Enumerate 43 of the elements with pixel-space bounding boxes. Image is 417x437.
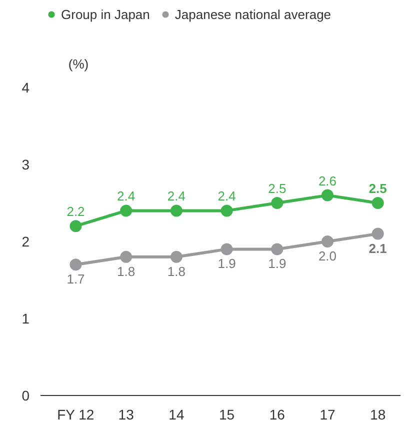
x-tick-label: 13 [118, 406, 134, 422]
x-tick-label: 15 [219, 406, 235, 422]
data-label: 2.6 [318, 173, 337, 188]
legend-label: Japanese national average [174, 6, 332, 22]
y-tick-label: 2 [22, 234, 30, 250]
y-tick-label: 3 [22, 156, 30, 172]
data-label: 2.0 [318, 248, 337, 264]
point [120, 204, 132, 217]
point [372, 197, 384, 209]
point [70, 258, 82, 271]
y-tick-label: 1 [22, 310, 30, 326]
data-label: 2.5 [368, 181, 387, 196]
data-label: 2.1 [368, 240, 387, 256]
legend-label: Group in Japan [61, 6, 150, 22]
point [321, 236, 334, 248]
data-label: 2.5 [268, 181, 286, 196]
x-tick-label: FY 12 [57, 406, 94, 422]
y-tick-label: 0 [22, 388, 30, 404]
data-label: 2.2 [66, 204, 85, 220]
data-label: 2.4 [117, 188, 136, 204]
data-label: 1.8 [117, 264, 136, 279]
x-tick-label: 16 [269, 406, 286, 422]
point [321, 189, 334, 202]
point [170, 204, 182, 217]
x-tick-label: 18 [370, 406, 386, 422]
point [70, 220, 82, 232]
point [220, 204, 233, 217]
y-tick-label: 4 [22, 80, 30, 96]
point [120, 250, 132, 263]
point [271, 243, 284, 256]
data-label: 1.9 [218, 256, 236, 272]
point [372, 228, 384, 240]
x-tick-label: 14 [168, 406, 184, 422]
data-label: 1.8 [167, 264, 186, 279]
x-tick-label: 17 [320, 406, 336, 422]
point [271, 197, 284, 209]
data-label: 2.4 [218, 188, 236, 204]
data-label: 1.9 [268, 256, 286, 272]
y-axis-title: (%) [68, 56, 89, 72]
point [170, 250, 182, 263]
data-label: 1.7 [66, 272, 85, 287]
data-label: 2.4 [167, 188, 186, 204]
point [220, 243, 233, 256]
